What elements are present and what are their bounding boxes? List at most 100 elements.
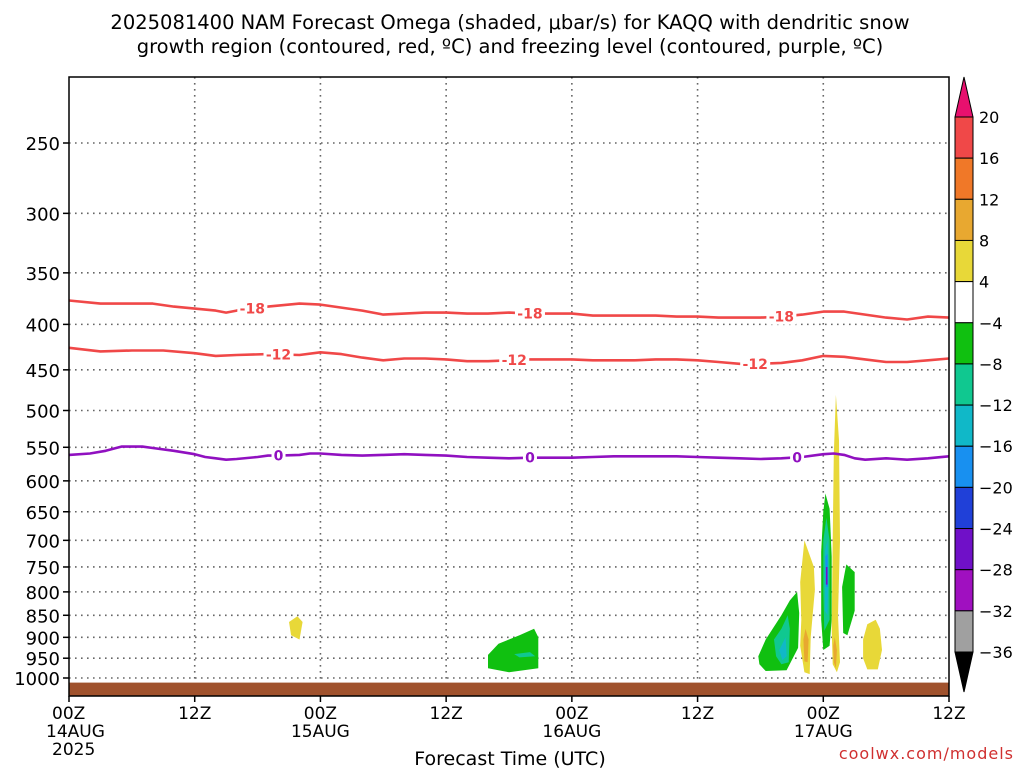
contour-label: -12: [266, 347, 291, 363]
omega-shaded-region: [779, 637, 787, 661]
x-tick-label-date: 17AUG: [794, 722, 853, 742]
y-tick-label: 350: [26, 264, 60, 285]
colorbar-swatch: [954, 363, 974, 406]
omega-colorbar: 20 16 12 8 4 −4 −8 −12 −16 −20 −24 −28 −32 −36: [954, 76, 1013, 693]
x-tick-label-time: 00Z: [555, 704, 588, 724]
y-tick-label: 800: [26, 583, 60, 604]
colorbar-bottom-arrow: [954, 651, 974, 693]
colorbar-label: 8: [979, 231, 989, 250]
ground-fill: [69, 682, 949, 696]
colorbar-swatch: [954, 239, 974, 283]
y-tick-label: 450: [26, 361, 60, 382]
contour-label: 0: [274, 449, 284, 465]
y-tick-label: 700: [26, 531, 60, 552]
contour-label-bg: [740, 355, 771, 372]
colorbar-label: 12: [979, 190, 999, 209]
omega-shading: [289, 394, 882, 675]
contour-label: -18: [517, 307, 542, 323]
contour-label: -12: [743, 357, 768, 373]
omega-shaded-region: [842, 564, 855, 636]
omega-shaded-region: [488, 628, 539, 673]
colorbar-swatch: [954, 445, 974, 488]
contour-label: -18: [769, 310, 794, 326]
plot-frame: [68, 76, 950, 697]
colorbar-swatch: [954, 404, 974, 447]
colorbar-label: −16: [979, 437, 1013, 456]
x-tick-label-time: 12Z: [178, 704, 211, 724]
contour-label: -18: [240, 302, 265, 318]
colorbar-label: −20: [979, 478, 1013, 497]
omega-shaded-region: [825, 567, 828, 585]
x-tick-label-date: 15AUG: [291, 722, 350, 742]
colorbar-swatch: [954, 610, 974, 653]
colorbar-label: −4: [979, 314, 1003, 333]
colorbar-swatch: [954, 281, 974, 324]
colorbar-swatch: [954, 486, 974, 530]
chart-title-line-2: growth region (contoured, red, ºC) and f…: [137, 35, 884, 58]
y-tick-label: 500: [26, 402, 60, 423]
colorbar-label: −12: [979, 396, 1013, 415]
y-tick-label: 650: [26, 503, 60, 524]
contour-line-minus12: [68, 346, 950, 366]
colorbar-label: −36: [979, 643, 1013, 662]
y-tick-label: 250: [26, 134, 60, 155]
colorbar-label: −24: [979, 520, 1013, 539]
y-tick-label: 850: [26, 606, 60, 627]
colorbar-label: 20: [979, 108, 999, 127]
omega-shaded-region: [831, 394, 840, 673]
colorbar-label: −32: [979, 602, 1013, 621]
x-axis-label: Forecast Time (UTC): [414, 748, 605, 768]
contour-label-bg: [766, 308, 797, 325]
x-tick-label-year: 2025: [52, 740, 95, 760]
contour-label-bg: [499, 352, 530, 369]
omega-shaded-region: [289, 616, 303, 640]
colorbar-swatch: [954, 322, 974, 365]
contour-label-bg: [514, 305, 545, 322]
contour-label: 0: [792, 450, 802, 466]
colorbar-swatch: [954, 528, 974, 571]
colorbar-swatch: [954, 569, 974, 612]
omega-shaded-region: [514, 652, 536, 658]
y-tick-label: 1000: [14, 669, 60, 690]
contour-label-bg: [522, 449, 537, 466]
colorbar-swatch: [954, 157, 974, 200]
x-tick-label-time: 12Z: [681, 704, 714, 724]
temperature-contours: -18 -18 -18 -12 -12 -12 0 0 0: [68, 299, 950, 467]
y-tick-label: 600: [26, 472, 60, 493]
x-tick-label-time: 00Z: [304, 704, 337, 724]
contour-label: 0: [525, 451, 535, 467]
x-tick-label-time: 00Z: [807, 704, 840, 724]
y-tick-label: 400: [26, 315, 60, 336]
x-tick-label-date: 14AUG: [46, 722, 105, 742]
x-tick-label-time: 12Z: [430, 704, 463, 724]
ground-surface: [69, 682, 949, 696]
colorbar-swatch: [954, 198, 974, 241]
colorbar-swatch: [954, 116, 974, 159]
y-tick-label: 550: [26, 438, 60, 459]
watermark: coolwx.com/models: [839, 744, 1014, 763]
y-tick-label: 750: [26, 558, 60, 579]
contour-label-bg: [271, 447, 286, 464]
colorbar-label: 16: [979, 149, 999, 168]
colorbar-label: −8: [979, 355, 1003, 374]
omega-shaded-region: [833, 637, 837, 669]
contour-line-0: [68, 445, 950, 461]
grid-lines: [69, 77, 949, 696]
contour-label-bg: [790, 449, 805, 466]
omega-shaded-region: [803, 628, 809, 663]
x-tick-label-date: 16AUG: [542, 722, 601, 742]
contour-label: -12: [502, 353, 527, 369]
contour-label-bg: [237, 300, 268, 317]
omega-shaded-region: [863, 619, 882, 670]
x-tick-label-time: 12Z: [932, 704, 965, 724]
y-tick-label: 300: [26, 204, 60, 225]
x-tick-label-time: 00Z: [52, 704, 85, 724]
colorbar-label: 4: [979, 273, 989, 292]
contour-label-bg: [263, 346, 294, 363]
colorbar-label: −28: [979, 561, 1013, 580]
chart-title-line-1: 2025081400 NAM Forecast Omega (shaded, μ…: [110, 11, 909, 34]
y-tick-label: 950: [26, 649, 60, 670]
